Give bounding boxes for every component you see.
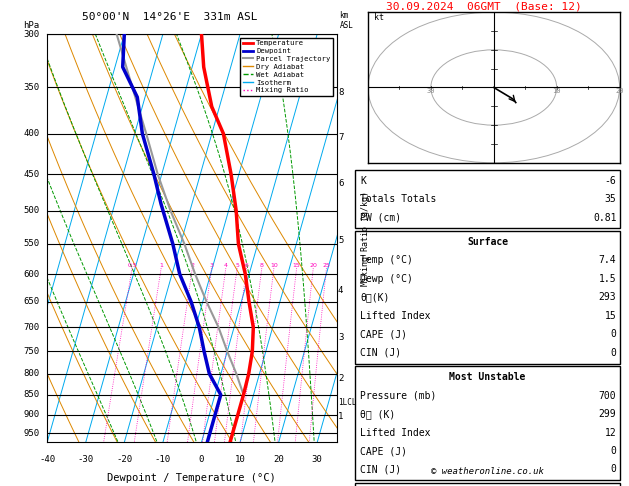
Text: Lifted Index: Lifted Index [360, 428, 431, 437]
Text: 10: 10 [235, 455, 245, 464]
Text: -20: -20 [116, 455, 132, 464]
Text: 850: 850 [24, 390, 40, 399]
Text: K: K [360, 176, 366, 186]
Text: 600: 600 [24, 270, 40, 278]
Text: 25: 25 [323, 263, 330, 268]
Text: 35: 35 [604, 194, 616, 204]
Text: CAPE (J): CAPE (J) [360, 446, 408, 456]
Text: 2: 2 [191, 263, 194, 268]
Text: 1.5: 1.5 [599, 274, 616, 284]
Text: Most Unstable: Most Unstable [449, 372, 526, 382]
Text: 2: 2 [338, 374, 343, 382]
Text: Dewp (°C): Dewp (°C) [360, 274, 413, 284]
Text: 350: 350 [24, 83, 40, 92]
Text: 4: 4 [338, 287, 343, 295]
Text: 550: 550 [24, 240, 40, 248]
Text: 3: 3 [209, 263, 214, 268]
Text: θᴇ (K): θᴇ (K) [360, 409, 396, 419]
Text: 0: 0 [611, 348, 616, 358]
Text: 800: 800 [24, 369, 40, 378]
Text: 20: 20 [615, 88, 624, 94]
Text: 0: 0 [199, 455, 204, 464]
Text: 5: 5 [235, 263, 239, 268]
Text: θᴇ(K): θᴇ(K) [360, 293, 390, 302]
Text: Temp (°C): Temp (°C) [360, 256, 413, 265]
Text: 500: 500 [24, 207, 40, 215]
Text: 0.81: 0.81 [593, 213, 616, 223]
Text: 30.09.2024  06GMT  (Base: 12): 30.09.2024 06GMT (Base: 12) [386, 1, 582, 11]
Text: PW (cm): PW (cm) [360, 213, 401, 223]
Text: 293: 293 [599, 293, 616, 302]
Text: Dewpoint / Temperature (°C): Dewpoint / Temperature (°C) [108, 473, 276, 483]
Text: 50°00'N  14°26'E  331m ASL: 50°00'N 14°26'E 331m ASL [82, 12, 258, 22]
Text: Lifted Index: Lifted Index [360, 311, 431, 321]
Text: 900: 900 [24, 410, 40, 419]
Text: 20: 20 [273, 455, 284, 464]
Text: Surface: Surface [467, 237, 508, 247]
Text: -40: -40 [39, 455, 55, 464]
Text: 10: 10 [552, 88, 561, 94]
Text: CIN (J): CIN (J) [360, 465, 401, 474]
Text: 20: 20 [309, 263, 317, 268]
Text: 400: 400 [24, 129, 40, 138]
Text: 450: 450 [24, 170, 40, 179]
Text: Mixing Ratio (g/kg): Mixing Ratio (g/kg) [361, 191, 370, 286]
Text: © weatheronline.co.uk: © weatheronline.co.uk [431, 467, 544, 476]
Text: 950: 950 [24, 429, 40, 438]
Text: 1LCL: 1LCL [338, 399, 357, 407]
Text: -10: -10 [155, 455, 171, 464]
Text: -30: -30 [78, 455, 94, 464]
Text: 0: 0 [611, 446, 616, 456]
Text: 700: 700 [599, 391, 616, 400]
Text: 3: 3 [338, 333, 343, 342]
Text: 15: 15 [292, 263, 301, 268]
Text: CAPE (J): CAPE (J) [360, 330, 408, 339]
Text: 0: 0 [611, 330, 616, 339]
Text: 0: 0 [611, 465, 616, 474]
Legend: Temperature, Dewpoint, Parcel Trajectory, Dry Adiabat, Wet Adiabat, Isotherm, Mi: Temperature, Dewpoint, Parcel Trajectory… [240, 37, 333, 96]
Text: 299: 299 [599, 409, 616, 419]
Text: km
ASL: km ASL [340, 11, 353, 30]
Text: 5: 5 [338, 236, 343, 245]
Text: 1: 1 [338, 412, 343, 421]
Text: 7: 7 [338, 134, 343, 142]
Text: 6: 6 [338, 179, 343, 188]
Text: 0.5: 0.5 [127, 263, 137, 268]
Text: 700: 700 [24, 323, 40, 332]
Text: 15: 15 [604, 311, 616, 321]
Text: 30: 30 [312, 455, 323, 464]
Text: 7.4: 7.4 [599, 256, 616, 265]
Text: -6: -6 [604, 176, 616, 186]
Text: CIN (J): CIN (J) [360, 348, 401, 358]
Text: 4: 4 [224, 263, 228, 268]
Text: Totals Totals: Totals Totals [360, 194, 437, 204]
Text: 6: 6 [245, 263, 248, 268]
Text: 12: 12 [604, 428, 616, 437]
Text: kt: kt [374, 13, 384, 22]
Text: 10: 10 [270, 263, 278, 268]
Text: 300: 300 [24, 30, 40, 38]
Text: 8: 8 [338, 88, 343, 97]
Text: 650: 650 [24, 297, 40, 306]
Text: 8: 8 [260, 263, 264, 268]
Text: hPa: hPa [23, 21, 40, 30]
Text: Pressure (mb): Pressure (mb) [360, 391, 437, 400]
Text: 30: 30 [426, 88, 435, 94]
Text: 1: 1 [159, 263, 163, 268]
Text: 750: 750 [24, 347, 40, 356]
